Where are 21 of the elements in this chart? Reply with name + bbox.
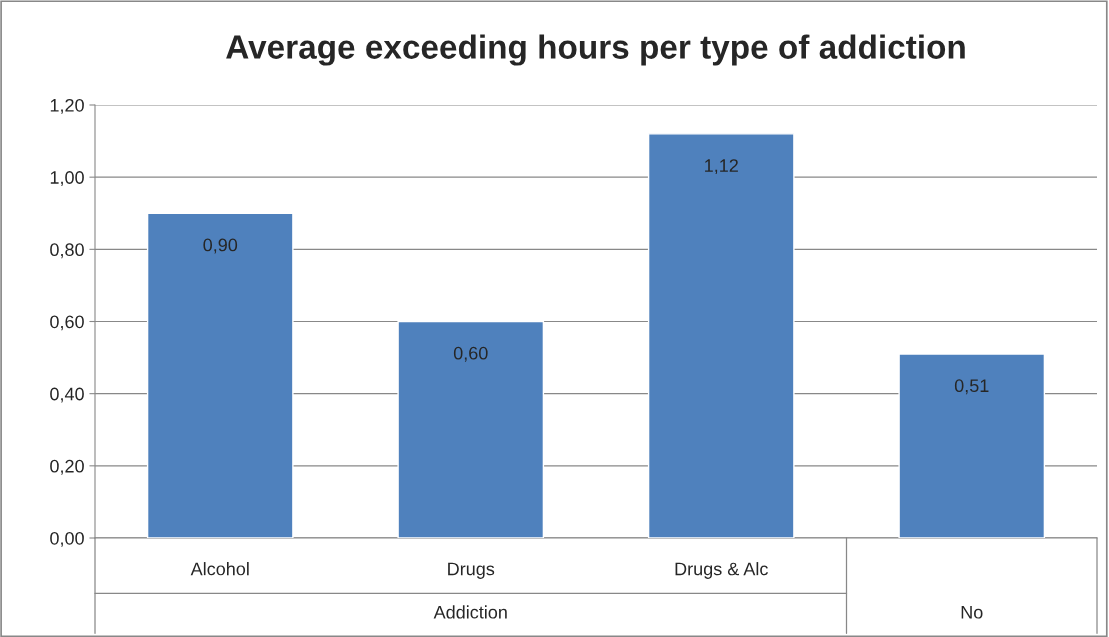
y-tick-label: 0,20	[50, 459, 84, 475]
x-tick-label: Drugs	[448, 562, 495, 579]
y-tick-label: 0,00	[50, 531, 84, 547]
data-label: 0,51	[954, 379, 989, 395]
text: Addiction	[433, 605, 507, 619]
y-tick-label: 1,00	[50, 171, 84, 187]
y-tick-label: 0,40	[50, 387, 84, 403]
chart-title: Average exceeding hours per type of addiction	[226, 34, 965, 66]
bar	[647, 133, 795, 538]
text: No	[961, 606, 983, 619]
bar	[898, 353, 1046, 538]
bar	[146, 212, 294, 538]
y-tick-label: 0,60	[50, 315, 84, 331]
data-label: 1,12	[705, 159, 738, 175]
x-tick-label: Alcohol	[190, 562, 249, 576]
y-tick-label: 0,80	[50, 243, 84, 259]
y-tick-label: 1,20	[50, 98, 84, 114]
x-tick-label: Drugs & Alc	[675, 562, 768, 579]
data-label: 0,90	[203, 238, 238, 254]
bar	[397, 320, 545, 538]
data-label: 0,60	[453, 346, 488, 362]
